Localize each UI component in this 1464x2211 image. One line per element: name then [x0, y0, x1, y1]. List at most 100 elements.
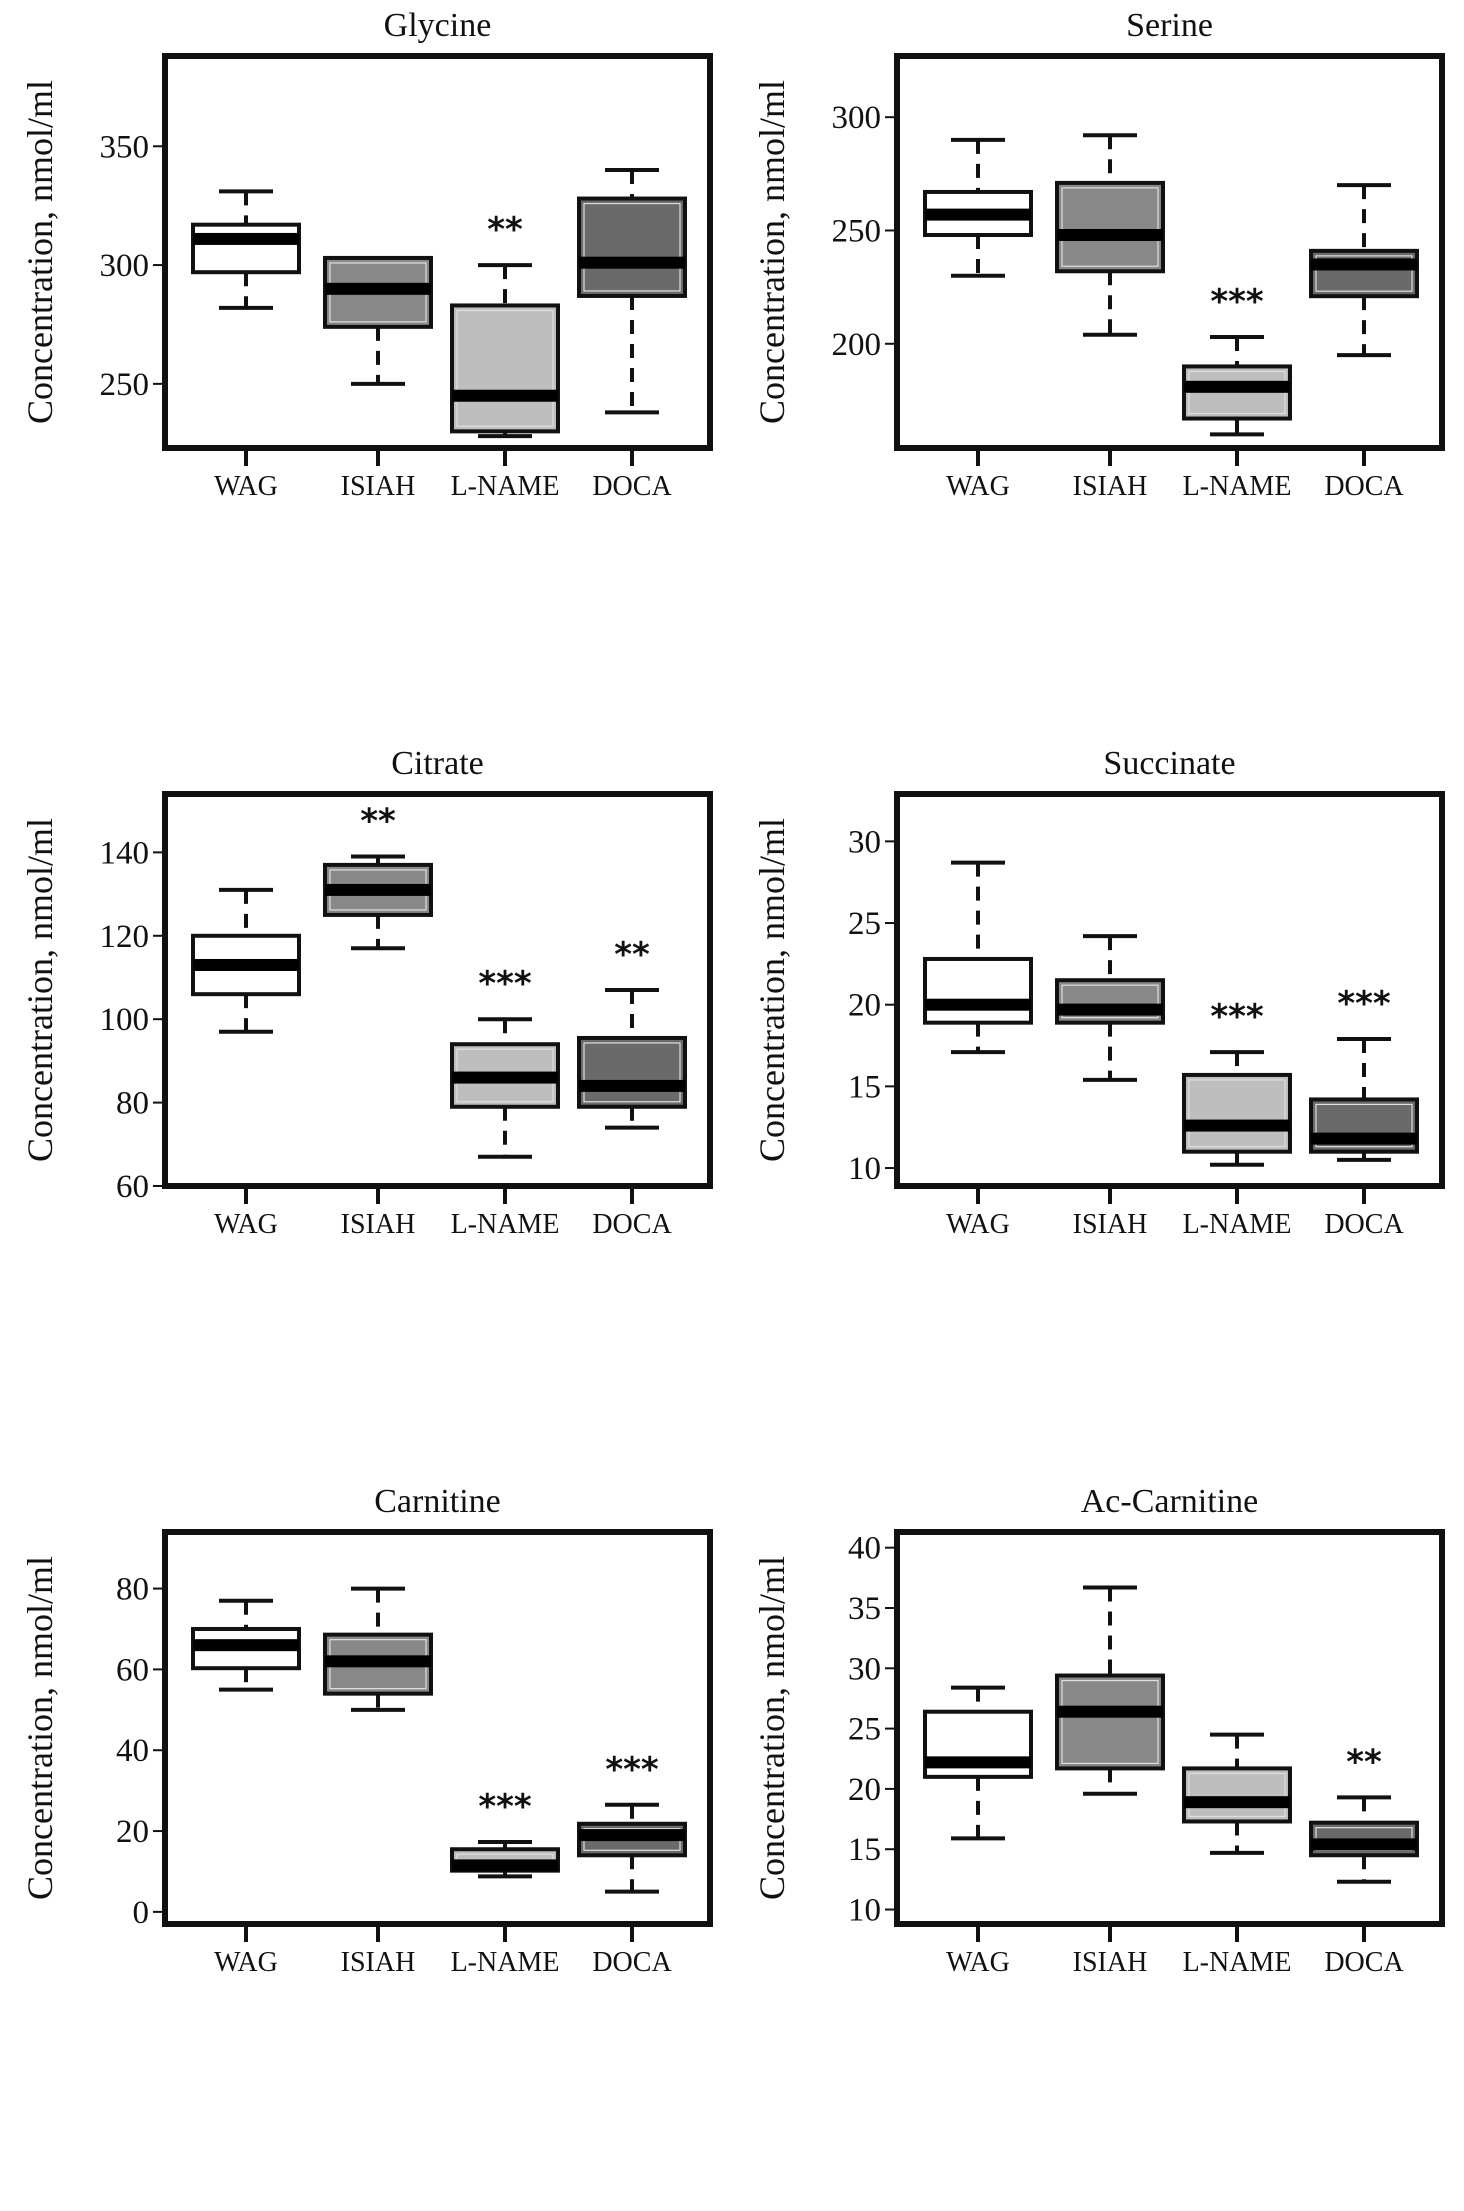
box-wag: [923, 1685, 1033, 1841]
iqr-box-highlight: [1188, 1079, 1286, 1148]
median-line: [1057, 1003, 1163, 1016]
box-l-name: ***: [1182, 997, 1292, 1167]
y-tick-label: 10: [848, 1151, 881, 1187]
x-tick-label: DOCA: [592, 1947, 672, 1978]
box-isiah: [323, 255, 433, 386]
x-tick-label: WAG: [214, 1209, 278, 1240]
y-tick-label: 15: [848, 1832, 881, 1868]
box-doca: [1309, 183, 1419, 358]
significance-marker: ***: [1210, 282, 1264, 322]
x-tick-label: WAG: [946, 1947, 1010, 1978]
boxplot-chart: Ac-Carnitine Concentration, nmol/ml 10 15 20…: [752, 1483, 1445, 1978]
y-tick-label: 15: [848, 1069, 881, 1105]
median-line: [1184, 380, 1290, 393]
median-line: [1184, 1119, 1290, 1132]
median-line: [579, 256, 685, 269]
panel-glycine: Glycine Concentration, nmol/ml 250 300 350 WA…: [0, 0, 732, 735]
median-line: [1057, 1705, 1163, 1718]
y-tick-label: 60: [116, 1169, 149, 1205]
iqr-box-highlight: [1188, 1772, 1286, 1818]
significance-marker: ***: [1210, 997, 1264, 1037]
iqr-box: [577, 1035, 687, 1109]
y-tick-label: 35: [848, 1591, 881, 1627]
y-tick-label: 350: [100, 129, 150, 165]
y-axis-label: Concentration, nmol/ml: [20, 80, 60, 424]
x-tick-label: L-NAME: [451, 1947, 560, 1978]
median-line: [1311, 258, 1417, 271]
y-tick-label: 80: [116, 1572, 149, 1608]
median-line: [579, 1829, 685, 1842]
x-tick-label: ISIAH: [1073, 1209, 1148, 1240]
median-line: [1184, 1796, 1290, 1809]
significance-marker: **: [487, 210, 523, 250]
median-line: [452, 1071, 558, 1084]
y-tick-label: 30: [848, 1651, 881, 1687]
box-l-name: ***: [1182, 282, 1292, 437]
box-doca: ***: [1309, 984, 1419, 1162]
iqr-box-highlight: [583, 202, 681, 292]
panel-ac-carnitine: Ac-Carnitine Concentration, nmol/ml 10 15 20…: [732, 1476, 1464, 2211]
box-isiah: **: [323, 802, 433, 951]
panel-citrate: Citrate Concentration, nmol/ml 60 80 100 120 1…: [0, 738, 732, 1473]
significance-marker: **: [360, 802, 396, 842]
box-isiah: [1055, 1585, 1165, 1796]
x-tick-label: L-NAME: [1183, 471, 1292, 502]
box-l-name: [1182, 1732, 1292, 1855]
y-tick-label: 20: [848, 1772, 881, 1808]
iqr-box: [1055, 978, 1165, 1025]
y-axis-label: Concentration, nmol/ml: [20, 818, 60, 1162]
iqr-box-highlight: [1061, 984, 1159, 1019]
box-wag: [923, 860, 1033, 1055]
median-line: [1057, 229, 1163, 242]
y-tick-label: 250: [832, 213, 882, 249]
boxplot-chart: Citrate Concentration, nmol/ml 60 80 100 120 1…: [20, 745, 713, 1240]
significance-marker: **: [614, 935, 650, 975]
box-doca: **: [577, 935, 687, 1130]
median-line: [193, 1639, 299, 1652]
iqr-box: [923, 956, 1033, 1025]
median-line: [579, 1079, 685, 1092]
iqr-box: [1055, 1673, 1165, 1771]
y-tick-label: 100: [100, 1002, 150, 1038]
significance-marker: ***: [478, 964, 532, 1004]
y-tick-label: 20: [848, 988, 881, 1024]
box-l-name: ***: [450, 964, 560, 1159]
box-wag: [191, 1598, 301, 1692]
iqr-box-highlight: [1061, 1679, 1159, 1765]
x-tick-label: DOCA: [592, 1209, 672, 1240]
x-tick-label: DOCA: [592, 471, 672, 502]
y-tick-label: 60: [116, 1652, 149, 1688]
box-isiah: [1055, 934, 1165, 1082]
y-tick-label: 25: [848, 1712, 881, 1748]
boxplot-chart: Carnitine Concentration, nmol/ml 0 20 40 60 80…: [20, 1483, 713, 1978]
iqr-box-highlight: [1315, 1103, 1413, 1148]
box-l-name: ***: [450, 1787, 560, 1879]
y-tick-label: 20: [116, 1814, 149, 1850]
y-tick-label: 200: [832, 327, 882, 363]
y-tick-label: 120: [100, 919, 150, 955]
iqr-box-highlight: [1315, 255, 1413, 292]
significance-marker: **: [1346, 1742, 1382, 1782]
median-line: [325, 883, 431, 896]
x-tick-label: WAG: [214, 1947, 278, 1978]
x-tick-label: DOCA: [1324, 1209, 1404, 1240]
median-line: [1311, 1838, 1417, 1851]
median-line: [325, 1655, 431, 1668]
plot-frame: [162, 791, 713, 1189]
iqr-box: [1182, 1072, 1292, 1154]
y-tick-label: 300: [832, 100, 882, 136]
y-tick-label: 140: [100, 835, 150, 871]
box-doca: ***: [577, 1750, 687, 1894]
y-axis-label: Concentration, nmol/ml: [752, 818, 792, 1162]
chart-title: Citrate: [391, 745, 484, 782]
median-line: [925, 208, 1031, 221]
y-tick-label: 25: [848, 906, 881, 942]
y-tick-label: 40: [116, 1733, 149, 1769]
box-wag: [923, 137, 1033, 278]
x-tick-label: ISIAH: [1073, 1947, 1148, 1978]
median-line: [452, 389, 558, 402]
iqr-box-highlight: [1061, 187, 1159, 267]
significance-marker: ***: [605, 1750, 659, 1790]
box-wag: [191, 189, 301, 310]
box-l-name: **: [450, 210, 560, 439]
